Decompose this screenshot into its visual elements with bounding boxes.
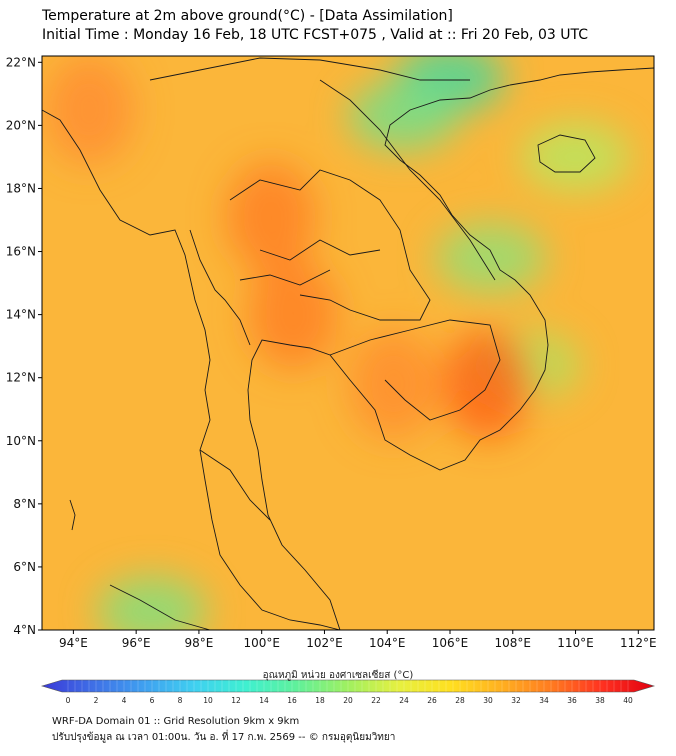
- colorbar-tick-label: 24: [399, 696, 409, 705]
- map-frame: [41, 55, 655, 631]
- lat-label: 22°N: [6, 55, 36, 69]
- colorbar-tick-label: 38: [595, 696, 605, 705]
- colorbar-tick-label: 2: [94, 696, 99, 705]
- colorbar-tick-label: 28: [455, 696, 465, 705]
- cool-area-4: [96, 576, 207, 630]
- border-cambodia: [329, 319, 501, 421]
- colorbar-tick-label: 16: [287, 696, 297, 705]
- colorbar-tick-label: 6: [150, 696, 155, 705]
- hot-area-3: [348, 329, 439, 439]
- colorbar-tick-label: 10: [203, 696, 213, 705]
- lon-label: 96°E: [122, 636, 151, 650]
- colorbar-tick-label: 32: [511, 696, 521, 705]
- colorbar-tick-label: 40: [623, 696, 633, 705]
- colorbar-tick-label: 0: [66, 696, 71, 705]
- colorbar-tick-label: 4: [122, 696, 127, 705]
- hot-area-1: [226, 161, 317, 272]
- border-laos-vietnam: [319, 79, 496, 281]
- colorbar-ticks: 0 2 4 6 8 10 12 14 16 18 20 22 24 26 28 30 32 34 36 38 40: [66, 680, 633, 705]
- map-subtitle: Initial Time : Monday 16 Feb, 18 UTC FCS…: [42, 27, 588, 43]
- lat-label: 18°N: [6, 181, 36, 195]
- footer-model-info: WRF-DA Domain 01 :: Grid Resolution 9km …: [52, 716, 300, 727]
- lat-label: 6°N: [13, 560, 36, 574]
- lon-label: 98°E: [184, 636, 213, 650]
- hainan-island: [537, 134, 596, 173]
- lat-label: 4°N: [13, 623, 36, 637]
- colorbar-tick-label: 30: [483, 696, 493, 705]
- coastline-borders: [42, 57, 654, 630]
- colorbar-tick-label: 34: [539, 696, 549, 705]
- hot-area-2: [248, 259, 339, 370]
- latitude-axis: 22°N 20°N 18°N 16°N 14°N 12°N 10°N 8°N 6°N 4°N: [6, 55, 42, 637]
- cool-area-2: [435, 222, 546, 293]
- colorbar-tick-label: 20: [343, 696, 353, 705]
- colorbar-ramp: [40, 679, 656, 693]
- colorbar-tick-label: 8: [178, 696, 183, 705]
- cool-area-1: [347, 80, 458, 151]
- sumatra-coast: [109, 584, 211, 630]
- gulf-coastline: [247, 84, 549, 630]
- border-myanmar-thai: [189, 229, 251, 346]
- border-malaysia: [199, 449, 271, 521]
- islands-andaman: [69, 499, 76, 531]
- lon-label: 100°E: [243, 636, 280, 650]
- mainland-coastline: [42, 109, 341, 630]
- border-china-north: [149, 57, 470, 81]
- colorbar-tick-label: 12: [231, 696, 241, 705]
- lat-label: 8°N: [13, 497, 36, 511]
- cool-area-3: [520, 121, 631, 192]
- border-provinces-2: [239, 269, 331, 286]
- lon-label: 112°E: [620, 636, 657, 650]
- colorbar-title: อุณหภูมิ หน่วย องศาเซลเซียส (°C): [262, 670, 414, 681]
- border-provinces-1: [259, 239, 381, 261]
- hot-area-4: [44, 56, 135, 165]
- colorbar: 0 2 4 6 8 10 12 14 16 18 20 22 24 26 28 30 32 34 36 38 40: [40, 679, 656, 705]
- lon-label: 106°E: [432, 636, 469, 650]
- map-title: Temperature at 2m above ground(°C) - [Da…: [42, 8, 453, 24]
- china-coast: [509, 67, 654, 86]
- lat-label: 10°N: [6, 434, 36, 448]
- temperature-shading: [44, 56, 631, 630]
- footer-update-info: ปรับปรุงข้อมูล ณ เวลา 01:00น. วัน อ. ที่…: [52, 732, 396, 743]
- lon-label: 94°E: [59, 636, 88, 650]
- colorbar-tick-label: 26: [427, 696, 437, 705]
- lat-label: 12°N: [6, 371, 36, 385]
- colorbar-tick-label: 18: [315, 696, 325, 705]
- lon-label: 108°E: [495, 636, 532, 650]
- lat-label: 14°N: [6, 308, 36, 322]
- border-thai-laos: [229, 169, 431, 321]
- colorbar-tick-label: 22: [371, 696, 381, 705]
- colorbar-tick-label: 36: [567, 696, 577, 705]
- lat-label: 20°N: [6, 118, 36, 132]
- lon-label: 110°E: [557, 636, 594, 650]
- colorbar-tick-label: 14: [259, 696, 269, 705]
- longitude-axis: 94°E 96°E 98°E 100°E 102°E 104°E 106°E 108°E 110…: [59, 630, 657, 650]
- lon-label: 104°E: [369, 636, 406, 650]
- lon-label: 102°E: [306, 636, 343, 650]
- lat-label: 16°N: [6, 245, 36, 259]
